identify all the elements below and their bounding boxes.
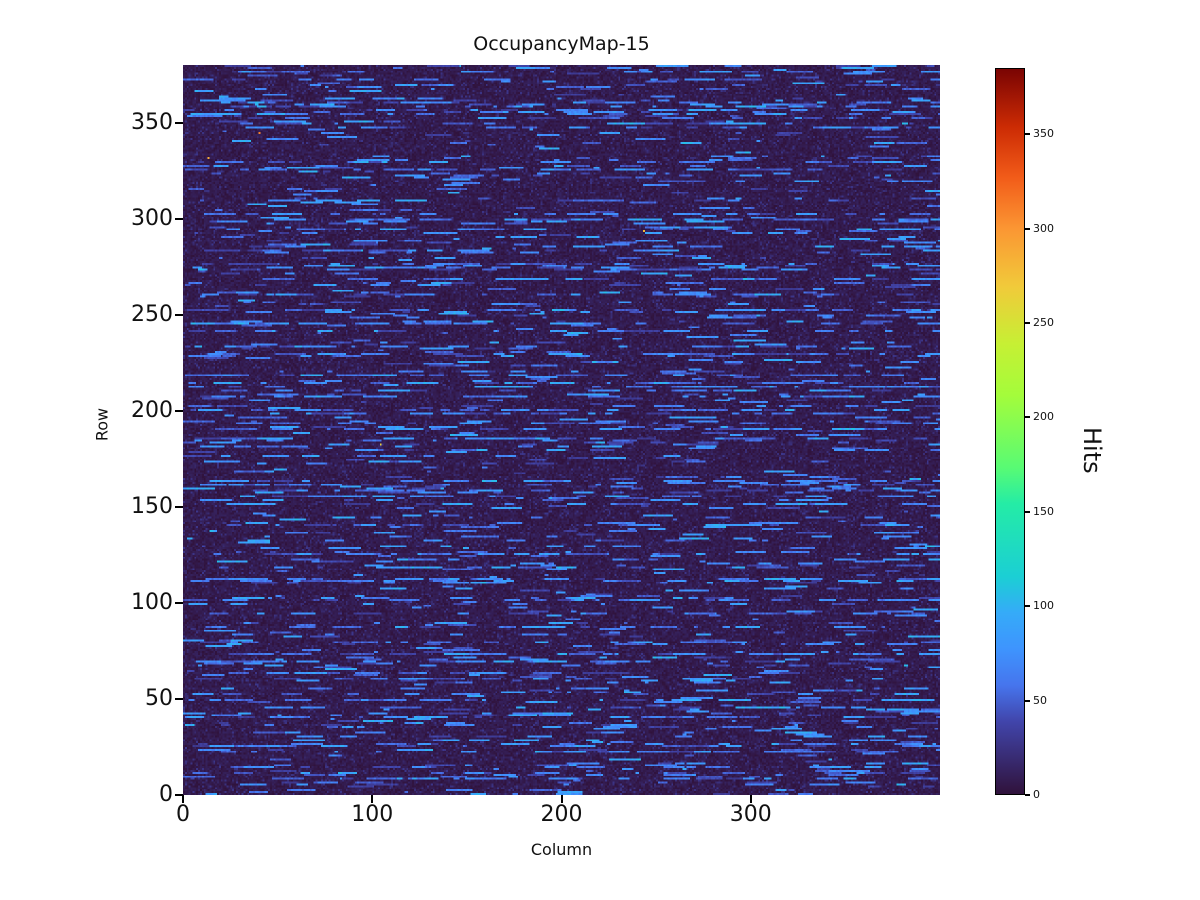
x-tick-label: 300 [729, 802, 772, 827]
colorbar-label: Hits [1078, 426, 1106, 474]
y-tick-mark [175, 505, 183, 508]
colorbar-tick-label: 300 [1033, 221, 1054, 235]
colorbar-tick-mark [1025, 227, 1030, 230]
colorbar [995, 68, 1025, 795]
y-tick-mark [175, 409, 183, 412]
y-tick-label: 300 [131, 205, 173, 231]
y-axis-label: Row [92, 407, 112, 442]
y-tick-label: 150 [131, 493, 173, 519]
colorbar-tick-label: 150 [1033, 504, 1054, 518]
chart-title: OccupancyMap-15 [473, 33, 650, 55]
y-tick-mark [175, 601, 183, 604]
colorbar-tick-mark [1025, 699, 1030, 702]
colorbar-tick-mark [1025, 510, 1030, 513]
y-tick-mark [175, 697, 183, 700]
colorbar-tick-mark [1025, 133, 1030, 136]
y-tick-mark [175, 121, 183, 124]
colorbar-tick-label: 250 [1033, 315, 1054, 329]
y-tick-label: 100 [131, 589, 173, 615]
x-tick-label: 0 [176, 802, 190, 827]
y-tick-mark [175, 217, 183, 220]
colorbar-tick-mark [1025, 416, 1030, 419]
x-tick-mark [371, 795, 374, 803]
colorbar-tick-mark [1025, 794, 1030, 796]
y-tick-mark [175, 794, 183, 796]
x-axis-label: Column [530, 840, 593, 859]
x-tick-mark [182, 795, 184, 803]
plot-area [183, 65, 940, 795]
colorbar-tick-mark [1025, 605, 1030, 608]
colorbar-tick-mark [1025, 321, 1030, 324]
y-tick-label: 0 [159, 782, 173, 807]
colorbar-tick-label: 100 [1033, 599, 1054, 613]
colorbar-tick-label: 200 [1033, 410, 1054, 424]
x-tick-mark [560, 795, 563, 803]
y-tick-label: 200 [131, 397, 173, 423]
heatmap-canvas [183, 65, 940, 795]
y-tick-label: 250 [131, 301, 173, 327]
colorbar-tick-label: 50 [1033, 693, 1047, 707]
y-tick-label: 350 [131, 109, 173, 135]
y-tick-mark [175, 313, 183, 316]
y-tick-label: 50 [145, 685, 173, 711]
x-tick-label: 100 [351, 802, 394, 827]
colorbar-tick-label: 350 [1033, 127, 1054, 141]
x-tick-label: 200 [540, 802, 583, 827]
x-tick-mark [749, 795, 752, 803]
colorbar-tick-label: 0 [1033, 788, 1040, 801]
